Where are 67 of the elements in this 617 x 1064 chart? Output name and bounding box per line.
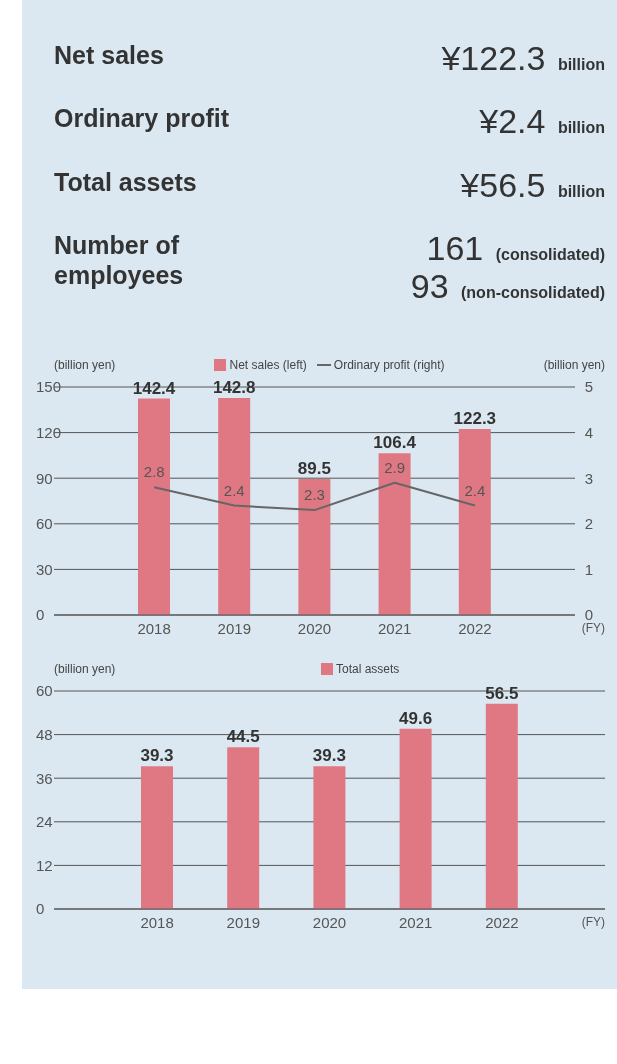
y-tick-label: 36	[36, 769, 53, 787]
legend-label: Net sales (left)	[229, 357, 307, 372]
bar	[298, 478, 331, 615]
y-tick-label: 60	[36, 682, 53, 700]
data-label: 122.3	[453, 409, 497, 429]
y2-tick-label: 4	[584, 423, 593, 441]
data-label: 2.8	[143, 463, 165, 481]
y-tick-label: 48	[36, 725, 53, 743]
bar	[485, 703, 518, 909]
x-tick-label: 2022	[458, 619, 492, 637]
y-tick-label: 120	[36, 423, 62, 441]
text: 161 (consolidated)	[426, 229, 605, 268]
x-tick-label: 2019	[226, 913, 260, 931]
bar	[458, 429, 491, 615]
bar	[399, 728, 432, 909]
data-label: 49.6	[399, 708, 433, 728]
data-label: 142.8	[212, 377, 256, 397]
y2-tick-label: 5	[584, 378, 593, 396]
x-tick-label: 2019	[217, 619, 251, 637]
x-axis-title: (FY)	[581, 914, 605, 929]
y2-tick-label: 1	[584, 560, 593, 578]
x-tick-label: 2020	[312, 913, 347, 931]
data-label: 2.4	[464, 481, 486, 499]
text: Ordinary profit	[54, 103, 230, 134]
y2-tick-label: 3	[584, 469, 593, 487]
data-label: 2.3	[304, 486, 325, 504]
y-axis-title: (billion yen)	[54, 661, 116, 676]
y-tick-label: 12	[36, 856, 53, 874]
text: 93 (non-consolidated)	[410, 266, 605, 305]
data-label: 2.4	[223, 481, 245, 499]
x-tick-label: 2020	[297, 619, 332, 637]
text: ¥122.3 billion	[441, 39, 605, 77]
bar	[378, 453, 411, 615]
x-tick-label: 2018	[137, 619, 171, 637]
bar	[218, 397, 251, 615]
x-tick-label: 2018	[140, 913, 174, 931]
text: Total assets	[54, 166, 198, 197]
bar	[227, 747, 260, 909]
bar	[141, 766, 173, 909]
text: Net sales	[54, 40, 165, 70]
text: Number of employees	[54, 230, 185, 291]
y-tick-label: 150	[36, 378, 62, 396]
bar	[313, 766, 346, 909]
x-tick-label: 2021	[399, 913, 433, 931]
legend-label: Ordinary profit (right)	[333, 357, 445, 372]
data-label: 39.3	[140, 746, 174, 766]
y-tick-label: 0	[36, 900, 45, 918]
x-tick-label: 2022	[485, 913, 519, 931]
text: ¥2.4 billion	[479, 102, 605, 141]
data-label: 142.4	[132, 378, 176, 398]
y-tick-label: 24	[36, 813, 53, 831]
y-tick-label: 60	[36, 515, 53, 533]
text: ¥56.5 billion	[460, 165, 605, 204]
data-label: 106.4	[373, 433, 417, 453]
y2-tick-label: 2	[584, 515, 593, 533]
y2-axis-title: (billion yen)	[543, 357, 605, 372]
bar	[138, 398, 170, 615]
y-tick-label: 0	[36, 606, 45, 624]
data-label: 56.5	[485, 683, 519, 703]
data-label: 2.9	[384, 458, 406, 476]
y-axis-title: (billion yen)	[54, 357, 116, 372]
y-tick-label: 30	[36, 560, 53, 578]
data-label: 39.3	[312, 746, 346, 766]
legend-label: Total assets	[335, 661, 400, 676]
data-label: 89.5	[297, 458, 331, 478]
x-tick-label: 2021	[378, 619, 412, 637]
y-tick-label: 90	[36, 469, 53, 487]
